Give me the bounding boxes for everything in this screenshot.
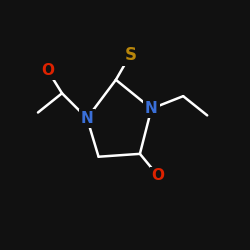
Text: S: S bbox=[124, 46, 136, 64]
Text: O: O bbox=[152, 168, 165, 184]
Text: O: O bbox=[41, 63, 54, 78]
Text: N: N bbox=[145, 101, 158, 116]
Text: N: N bbox=[81, 111, 94, 126]
